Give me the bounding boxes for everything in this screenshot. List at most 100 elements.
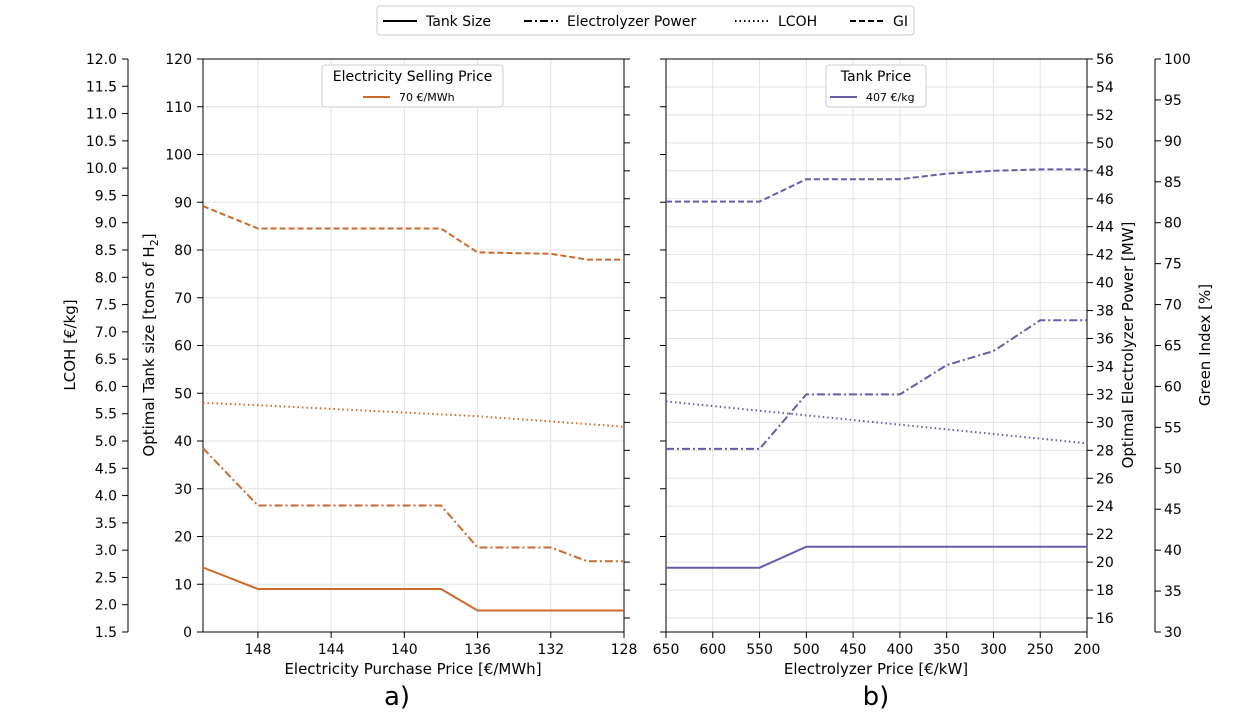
gi-tick-label: 45 [1164, 502, 1182, 518]
tank-tick-label: 60 [174, 339, 192, 355]
lcoh-tick-label: 2.0 [95, 598, 117, 614]
panel-a-x-label: Electricity Purchase Price [€/MWh] [284, 660, 541, 678]
gi-tick-label: 70 [1164, 298, 1182, 314]
lcoh-tick-label: 3.0 [95, 543, 117, 559]
lcoh-tick-label: 9.5 [95, 188, 117, 204]
power-tick-label: 40 [1096, 276, 1114, 292]
legend-frame [376, 5, 915, 36]
power-tick-label: 44 [1096, 220, 1114, 236]
legend-label-gi: GI [893, 14, 908, 30]
lcoh-tick-label: 6.0 [95, 379, 117, 395]
panel-b: 16 18 20 22 24 26 28 30 32 34 36 38 40 42 44 46 48 50 52 54… [653, 52, 1214, 712]
gi-tick-label: 75 [1164, 257, 1182, 273]
lcoh-tick-label: 9.0 [95, 216, 117, 232]
tank-axis-label-main: Optimal Tank size [tons of H [140, 246, 158, 456]
power-axis-ticks: 16 18 20 22 24 26 28 30 32 34 36 38 40 42 44 46 48 50 52 54… [1087, 52, 1114, 627]
x-tick-label: 250 [1027, 642, 1054, 658]
series-line-lcoh [202, 401, 625, 428]
gi-tick-label: 90 [1164, 134, 1182, 150]
gi-tick-label: 80 [1164, 216, 1182, 232]
panel-b-left-ticks [660, 58, 666, 633]
tank-tick-label: 30 [174, 482, 192, 498]
panel-a-inset-legend: Electricity Selling Price 70 €/MWh [321, 64, 504, 108]
x-tick-label: 128 [611, 642, 638, 658]
series-line-lcoh [665, 400, 1088, 445]
power-tick-label: 50 [1096, 136, 1114, 152]
x-tick-label: 136 [464, 642, 491, 658]
tank-tick-label: 100 [165, 148, 192, 164]
power-tick-label: 26 [1096, 471, 1114, 487]
lcoh-tick-label: 5.5 [95, 407, 117, 423]
tank-tick-label: 90 [174, 195, 192, 211]
power-tick-label: 22 [1096, 527, 1114, 543]
power-tick-label: 56 [1096, 52, 1114, 68]
x-tick-label: 300 [980, 642, 1007, 658]
inset-a-title: Electricity Selling Price [333, 69, 493, 85]
x-tick-label: 350 [933, 642, 960, 658]
x-tick-label: 500 [793, 642, 820, 658]
panel-b-x-label: Electrolyzer Price [€/kW] [784, 660, 968, 678]
lcoh-tick-label: 6.5 [95, 352, 117, 368]
lcoh-tick-label: 7.0 [95, 325, 117, 341]
legend-label-electrolyzer-power: Electrolyzer Power [567, 14, 696, 30]
lcoh-tick-label: 10.5 [86, 134, 117, 150]
power-tick-label: 28 [1096, 443, 1114, 459]
tank-tick-label: 40 [174, 434, 192, 450]
panel-b-x-ticks: 650 600 550 500 450 400 350 300 250 200 [653, 632, 1100, 658]
panel-a-right-ticks [624, 58, 630, 619]
lcoh-tick-label: 4.0 [95, 489, 117, 505]
tank-tick-label: 110 [165, 100, 192, 116]
lcoh-tick-label: 8.5 [95, 243, 117, 259]
lcoh-axis-label: LCOH [€/kg] [61, 299, 79, 390]
gi-tick-label: 35 [1164, 584, 1182, 600]
gi-tick-label: 95 [1164, 93, 1182, 109]
gi-tick-label: 40 [1164, 543, 1182, 559]
power-tick-label: 48 [1096, 164, 1114, 180]
lcoh-axis-ticks: 1.5 2.0 2.5 3.0 3.5 4.0 4.5 5.0 5.5 6.0 6.5 7.0 7.5 8… [86, 52, 128, 641]
tank-axis-label: Optimal Tank size [tons of H2] [140, 233, 161, 456]
gi-tick-label: 60 [1164, 379, 1182, 395]
tank-tick-label: 120 [165, 52, 192, 68]
power-tick-label: 52 [1096, 108, 1114, 124]
tank-axis-label-end: ] [140, 233, 158, 239]
inset-b-entry: 407 €/kg [866, 91, 915, 104]
gi-axis-label: Green Index [%] [1196, 284, 1214, 406]
tank-tick-label: 20 [174, 530, 192, 546]
power-tick-label: 18 [1096, 583, 1114, 599]
power-tick-label: 42 [1096, 248, 1114, 264]
gi-tick-label: 30 [1164, 625, 1182, 641]
panel-a-series [202, 205, 625, 612]
lcoh-tick-label: 11.0 [86, 107, 117, 123]
panel-b-series [665, 168, 1088, 569]
tank-tick-label: 50 [174, 386, 192, 402]
lcoh-tick-label: 1.5 [95, 625, 117, 641]
lcoh-tick-label: 11.5 [86, 79, 117, 95]
tank-tick-label: 0 [183, 625, 192, 641]
lcoh-tick-label: 10.0 [86, 161, 117, 177]
panel-b-label: b) [863, 682, 890, 712]
gi-tick-label: 100 [1164, 52, 1191, 68]
series-line-tank-size [202, 566, 624, 612]
x-tick-label: 600 [699, 642, 726, 658]
inset-b-title: Tank Price [840, 69, 911, 85]
x-tick-label: 650 [653, 642, 680, 658]
lcoh-tick-label: 2.5 [95, 570, 117, 586]
power-tick-label: 38 [1096, 304, 1114, 320]
tank-axis-ticks: 0 10 20 30 40 50 60 70 80 90 100 110 120 [165, 52, 203, 641]
tank-tick-label: 10 [174, 577, 192, 593]
gi-tick-label: 85 [1164, 175, 1182, 191]
top-legend: Tank Size Electrolyzer Power LCOH GI [376, 5, 915, 36]
power-tick-label: 54 [1096, 80, 1114, 96]
lcoh-tick-label: 8.0 [95, 270, 117, 286]
x-tick-label: 450 [840, 642, 867, 658]
power-tick-label: 30 [1096, 415, 1114, 431]
tank-tick-label: 80 [174, 243, 192, 259]
panel-a-x-ticks: 148 144 140 136 132 128 [245, 632, 638, 658]
tank-axis-label-subscript: 2 [148, 239, 161, 246]
panel-b-inset-legend: Tank Price 407 €/kg [825, 64, 927, 108]
power-tick-label: 36 [1096, 332, 1114, 348]
legend-label-lcoh: LCOH [778, 14, 817, 30]
panel-a-grid [203, 58, 625, 633]
x-tick-label: 140 [391, 642, 418, 658]
